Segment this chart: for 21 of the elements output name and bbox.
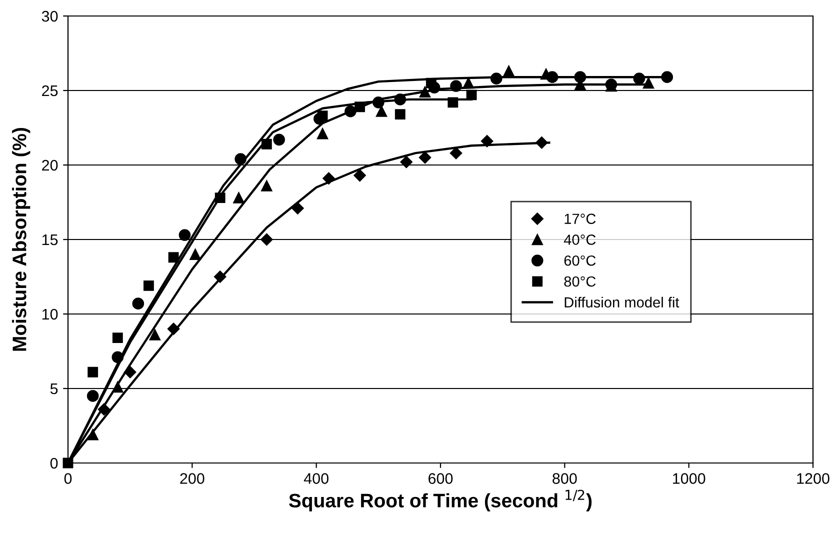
x-tick-label: 800 (552, 473, 577, 484)
x-tick-label: 600 (428, 473, 453, 484)
y-tick-label: 5 (50, 384, 58, 394)
x-tick-label: 200 (180, 473, 204, 484)
y-tick-label: 25 (42, 85, 58, 96)
legend-label: 80°C (564, 276, 596, 287)
x-axis-title: Square Root of Time (second $^{1/2}$) (289, 490, 592, 512)
x-tick-label: 400 (304, 473, 328, 484)
legend-label: 17°C (564, 214, 596, 224)
y-axis-title: Moisture Absorption (%) (12, 128, 30, 351)
x-tick-label: 1200 (797, 473, 830, 484)
x-tick-label: 0 (64, 473, 72, 484)
legend-label: 40°C (564, 234, 596, 245)
y-tick-label: 30 (42, 10, 58, 22)
legend-label: 60°C (564, 255, 596, 266)
y-tick-label: 10 (42, 308, 58, 320)
x-tick-label: 1000 (673, 473, 706, 484)
y-tick-label: 0 (50, 458, 58, 469)
legend-label: Diffusion model fit (564, 296, 680, 308)
y-tick-label: 15 (42, 234, 58, 246)
y-tick-label: 20 (42, 160, 58, 171)
